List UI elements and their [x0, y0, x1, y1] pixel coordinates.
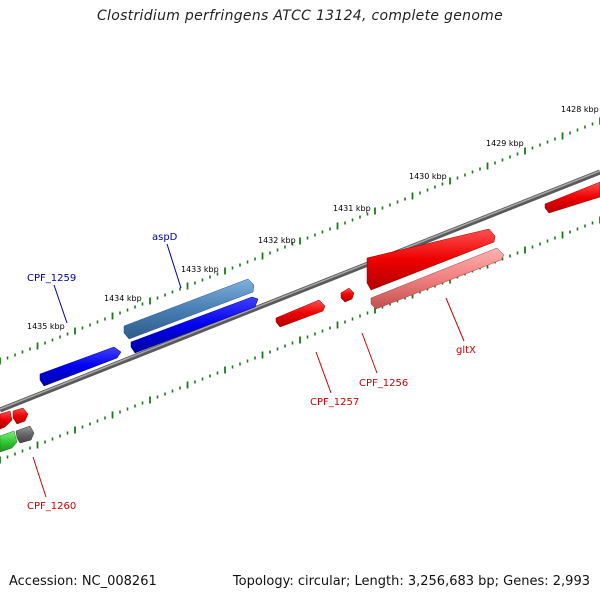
gene-left-red-2[interactable]: [12, 407, 29, 425]
gene-label-CPF_1260[interactable]: CPF_1260: [27, 501, 76, 512]
gene-CPF_1257[interactable]: [275, 299, 326, 328]
gene-label-aspD[interactable]: aspD: [152, 232, 178, 243]
gene-label-CPF_1256[interactable]: CPF_1256: [359, 378, 408, 389]
scale-label-1428: 1428 kbp: [561, 105, 599, 114]
scale-ticks-upper: [0, 117, 600, 365]
gene-left-red-1[interactable]: [0, 410, 13, 430]
gene-upper-red[interactable]: [366, 228, 496, 291]
topology-text: Topology: circular; Length: 3,256,683 bp…: [232, 574, 590, 589]
gene-CPF_1256[interactable]: [340, 287, 355, 303]
scale-label-1434: 1434 kbp: [104, 294, 142, 303]
gene-aspD[interactable]: [130, 296, 259, 354]
gene-label-CPF_1259[interactable]: CPF_1259: [27, 273, 76, 284]
gene-labels: aspD CPF_1259 CPF_1257 CPF_1256 gltX CPF…: [27, 232, 476, 512]
feature-gray[interactable]: [15, 425, 35, 444]
scale-label-1435: 1435 kbp: [27, 322, 65, 331]
scale-label-1432: 1432 kbp: [258, 236, 296, 245]
label-leaders: [32, 243, 465, 498]
gene-top-right-red[interactable]: [544, 181, 600, 214]
gene-label-CPF_1257[interactable]: CPF_1257: [310, 397, 359, 408]
scale-ticks-lower: [0, 216, 600, 464]
feature-green[interactable]: [0, 430, 18, 453]
gene-gltX-pseudo[interactable]: [370, 247, 505, 310]
scale-labels: 1428 kbp 1429 kbp 1430 kbp 1431 kbp 1432…: [27, 105, 599, 331]
page-title: Clostridium perfringens ATCC 13124, comp…: [96, 8, 504, 24]
accession-text: Accession: NC_008261: [9, 574, 157, 589]
genome-backbone: [0, 169, 600, 413]
gene-aspD-rna[interactable]: [123, 278, 255, 340]
scale-label-1431: 1431 kbp: [333, 204, 371, 213]
gene-CPF_1259[interactable]: [39, 346, 122, 387]
scale-label-1430: 1430 kbp: [409, 172, 447, 181]
scale-label-1433: 1433 kbp: [181, 265, 219, 274]
scale-label-1429: 1429 kbp: [486, 139, 524, 148]
gene-label-gltX[interactable]: gltX: [456, 345, 476, 356]
